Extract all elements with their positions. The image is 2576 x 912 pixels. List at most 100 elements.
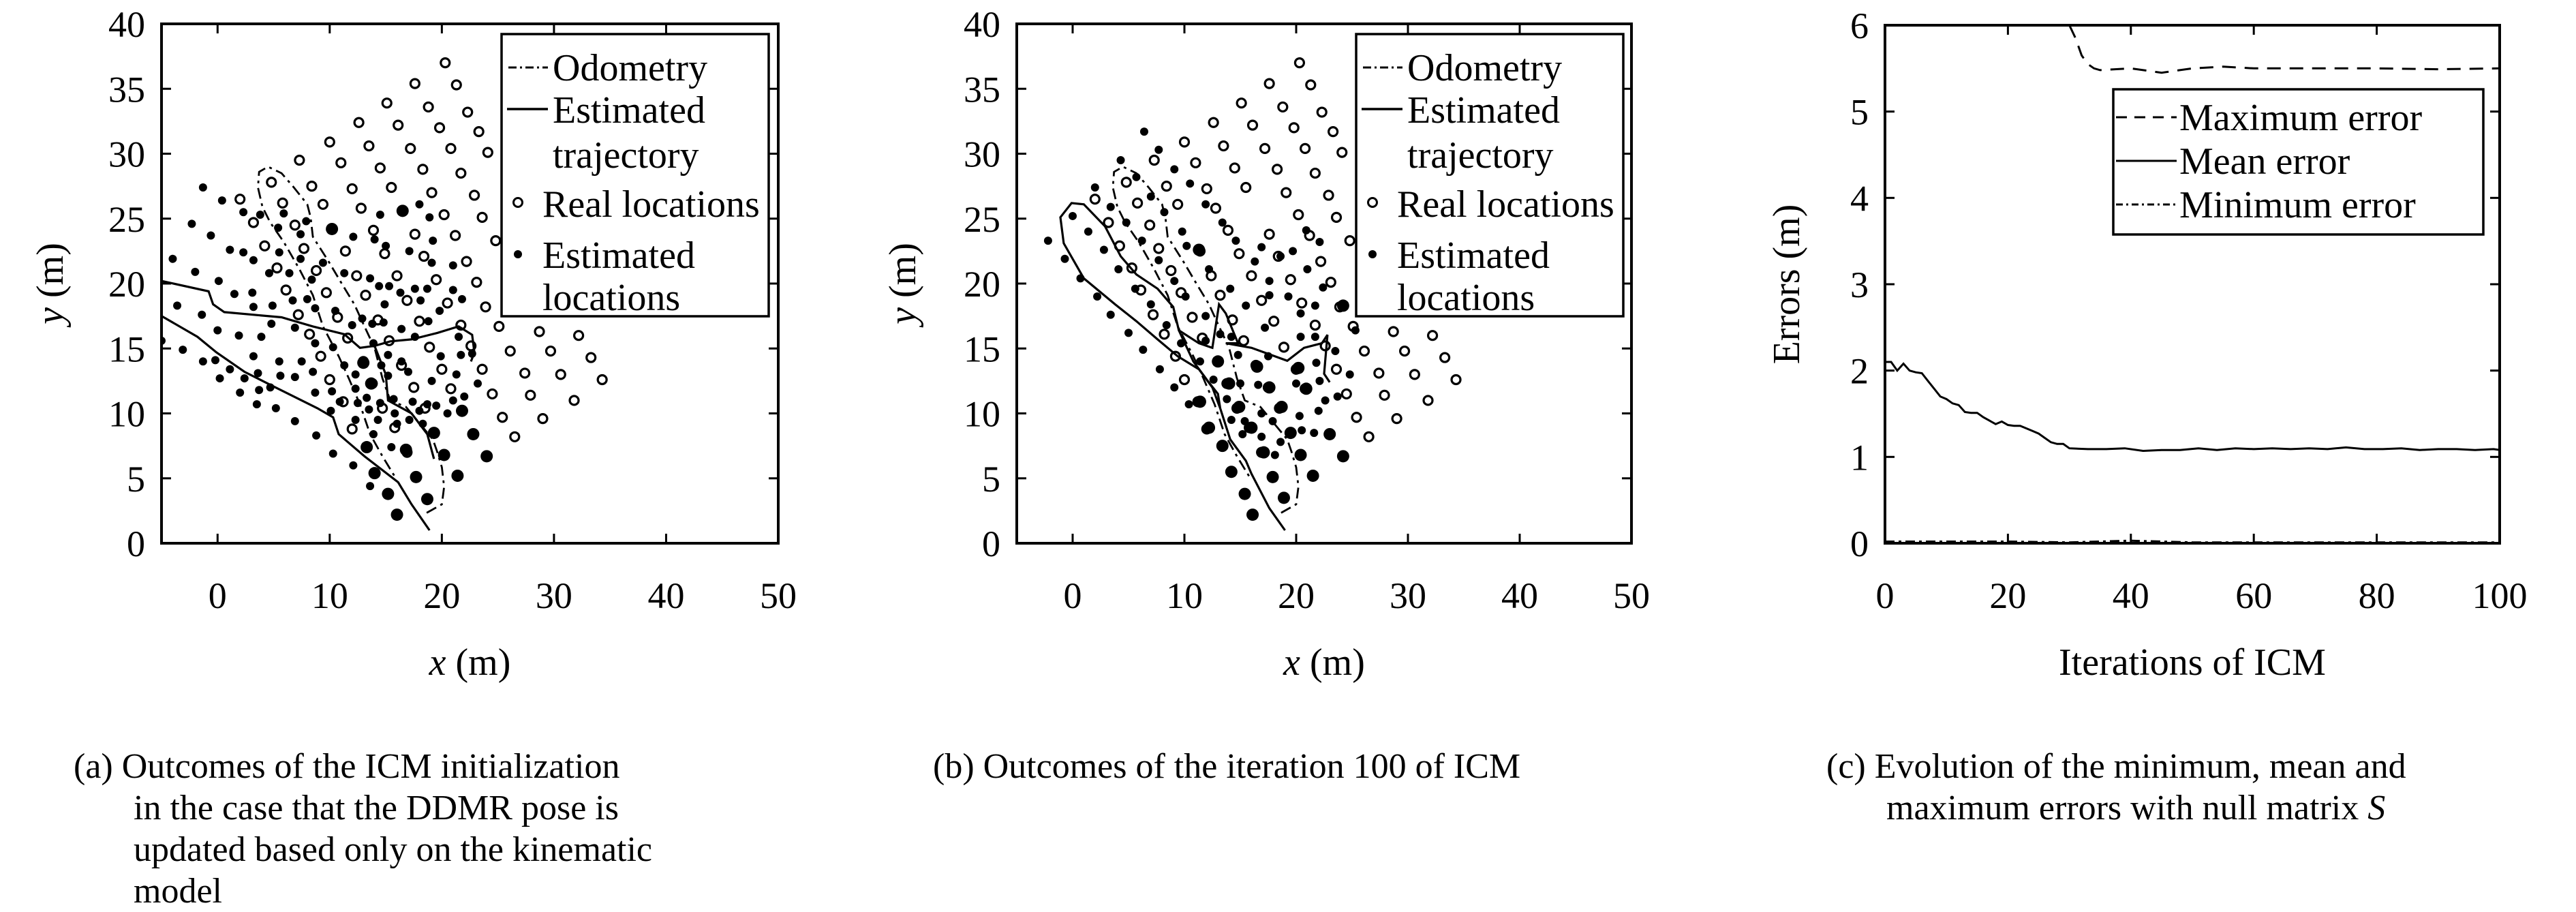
estimated-location-point — [215, 374, 224, 383]
real-location-point — [1222, 224, 1234, 236]
estimated-location-point — [1323, 427, 1336, 440]
real-location-point — [320, 287, 332, 299]
estimated-location-point — [424, 317, 433, 326]
estimated-location-point — [1193, 243, 1206, 256]
real-location-point — [471, 276, 482, 288]
real-location-point — [1165, 264, 1177, 277]
x-tick-label: 40 — [1501, 575, 1538, 616]
estimated-trajectory-line — [162, 315, 431, 531]
real-location-point — [497, 412, 508, 423]
estimated-location-point — [427, 376, 436, 385]
estimated-location-point — [1122, 218, 1131, 227]
estimated-location-point — [397, 324, 406, 333]
estimated-location-point — [1263, 381, 1276, 394]
estimated-location-point — [451, 469, 464, 482]
estimated-location-point — [311, 389, 320, 397]
estimated-location-point — [415, 200, 424, 209]
x-tick-label: 30 — [1390, 575, 1426, 616]
estimated-location-point — [427, 258, 436, 267]
real-location-point — [455, 167, 467, 179]
estimated-location-point — [274, 224, 283, 232]
estimated-location-point — [1106, 202, 1115, 211]
real-location-point — [353, 117, 365, 128]
real-location-point — [534, 326, 545, 337]
real-location-point — [473, 126, 485, 138]
estimated-location-point — [198, 310, 206, 319]
estimated-location-point — [328, 343, 337, 352]
real-location-point — [259, 240, 271, 252]
estimated-location-point — [349, 232, 358, 241]
y-tick-label: 30 — [108, 134, 145, 175]
real-location-point — [1103, 217, 1114, 228]
caption-a: (a) Outcomes of the ICM initialization i… — [74, 746, 652, 912]
estimated-location-point — [249, 352, 258, 361]
real-location-point — [266, 177, 277, 188]
estimated-location-point — [1302, 226, 1310, 234]
real-location-point — [596, 374, 608, 386]
y-axis-label: y (m) — [29, 243, 72, 328]
real-location-point — [310, 264, 322, 277]
estimated-location-point — [302, 217, 311, 226]
real-location-point — [1246, 270, 1257, 282]
real-location-point — [1236, 97, 1247, 109]
estimated-location-point — [1270, 451, 1279, 459]
real-location-point — [1330, 363, 1343, 375]
y-tick-label: 25 — [108, 199, 145, 240]
real-location-point — [1293, 209, 1304, 221]
x-axis-unit: (m) — [446, 641, 511, 684]
estimated-location-point — [1303, 265, 1312, 274]
caption-a-line: updated based only on the kinematic — [134, 830, 653, 869]
estimated-location-point — [1275, 400, 1288, 413]
estimated-location-point — [390, 508, 403, 521]
estimated-location-point — [267, 320, 276, 329]
estimated-location-point — [276, 371, 285, 380]
estimated-location-point — [369, 429, 378, 438]
estimated-location-point — [1276, 252, 1285, 260]
estimated-location-point — [1139, 127, 1148, 136]
real-location-point — [555, 369, 566, 380]
x-axis-variable: x — [1283, 641, 1300, 684]
real-location-point — [1233, 248, 1245, 260]
estimated-location-point — [318, 258, 327, 267]
plot-area — [1043, 57, 1462, 531]
estimated-location-point — [296, 254, 305, 263]
real-location-point — [1288, 122, 1300, 134]
real-location-point — [342, 332, 354, 344]
real-location-point — [346, 423, 358, 435]
estimated-location-point — [436, 352, 445, 361]
estimated-location-point — [1084, 227, 1092, 236]
real-location-point — [324, 374, 335, 386]
real-location-point — [1358, 345, 1370, 357]
estimated-location-point — [1345, 370, 1354, 379]
estimated-location-point — [256, 211, 264, 219]
real-location-point — [433, 122, 446, 134]
estimated-location-point — [234, 331, 243, 340]
estimated-location-point — [340, 269, 349, 277]
real-location-point — [405, 142, 416, 154]
y-tick-label: 35 — [964, 69, 1000, 110]
real-location-point — [355, 202, 367, 214]
estimated-location-point — [448, 396, 457, 405]
estimated-location-point — [1298, 426, 1306, 435]
estimated-location-point — [173, 301, 182, 310]
real-location-point — [1126, 262, 1138, 274]
estimated-location-point — [1319, 283, 1328, 292]
real-location-point — [1210, 202, 1222, 214]
estimated-location-point — [249, 256, 258, 264]
estimated-location-point — [1201, 311, 1210, 320]
real-location-point — [1263, 78, 1275, 89]
estimated-location-point — [1124, 329, 1133, 337]
y-tick-label: 2 — [1850, 351, 1869, 392]
caption-b: (b) Outcomes of the iteration 100 of ICM — [933, 746, 1520, 787]
x-tick-label: 10 — [1166, 575, 1203, 616]
real-location-point — [1323, 189, 1334, 201]
estimated-location-point — [1146, 192, 1155, 201]
estimated-location-point — [1154, 256, 1163, 264]
estimated-location-point — [290, 416, 299, 425]
estimated-location-point — [1225, 466, 1238, 478]
caption-a-line: (a) Outcomes of the ICM initialization — [74, 747, 620, 786]
legend-box — [500, 33, 770, 318]
y-tick-label: 10 — [964, 394, 1000, 435]
estimated-location-point — [410, 470, 423, 483]
